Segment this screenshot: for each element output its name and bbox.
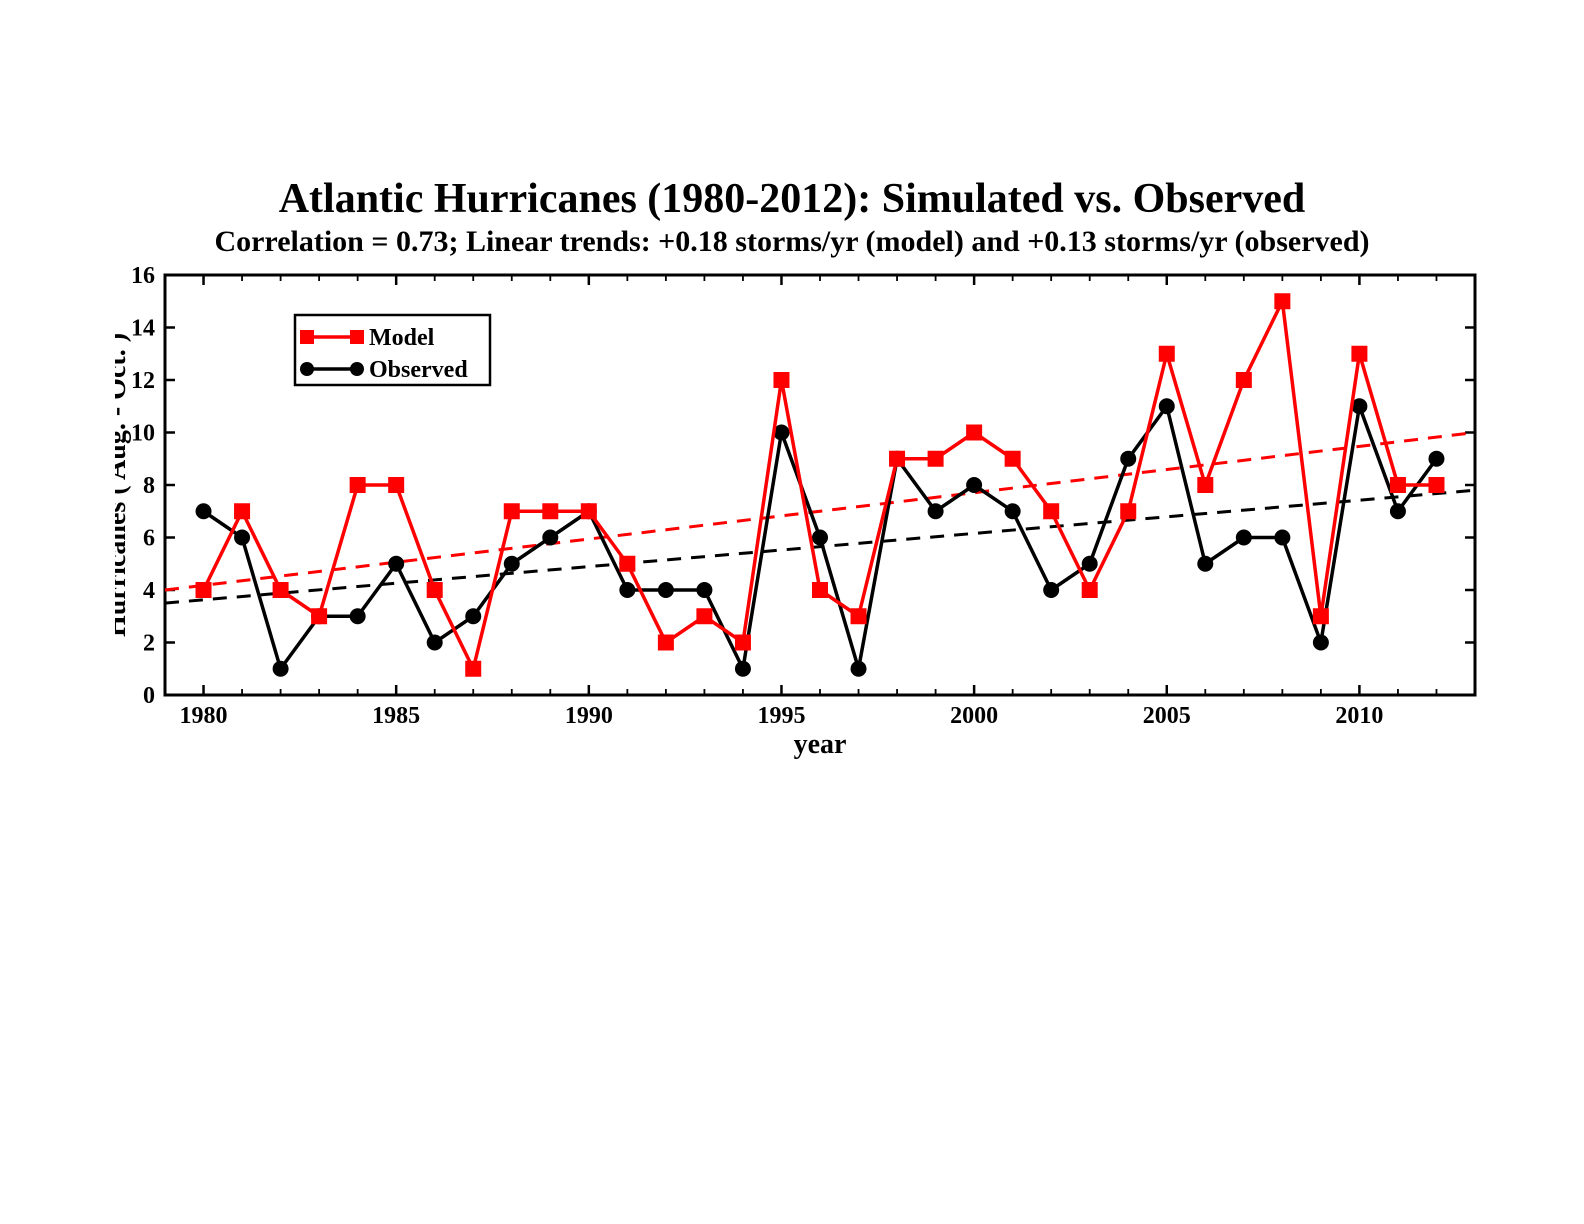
y-axis-label: Hurricanes ( Aug. - Oct. )	[115, 333, 132, 637]
circle-marker	[1236, 530, 1252, 546]
x-tick-label: 1990	[565, 703, 613, 729]
legend-label: Observed	[369, 357, 468, 383]
circle-marker	[234, 530, 250, 546]
square-marker	[658, 635, 674, 651]
chart-subtitle: Correlation = 0.73; Linear trends: +0.18…	[0, 225, 1584, 259]
circle-marker	[427, 635, 443, 651]
square-marker	[504, 503, 520, 519]
square-marker	[427, 582, 443, 598]
square-marker	[388, 477, 404, 493]
square-marker	[465, 661, 481, 677]
square-marker	[889, 451, 905, 467]
circle-marker	[658, 582, 674, 598]
x-tick-label: 1995	[757, 703, 805, 729]
legend: Model Observed	[295, 315, 490, 385]
circle-marker	[542, 530, 558, 546]
y-tick-label: 8	[143, 473, 155, 499]
square-marker	[812, 582, 828, 598]
square-marker	[1120, 503, 1136, 519]
square-marker	[1197, 477, 1213, 493]
y-tick-label: 12	[131, 368, 155, 394]
square-marker	[1390, 477, 1406, 493]
square-marker	[735, 635, 751, 651]
square-marker	[1274, 293, 1290, 309]
circle-marker	[1390, 503, 1406, 519]
circle-marker	[1005, 503, 1021, 519]
square-marker	[619, 556, 635, 572]
y-tick-label: 10	[131, 421, 155, 447]
square-marker	[350, 477, 366, 493]
square-marker	[966, 425, 982, 441]
circle-marker	[1274, 530, 1290, 546]
circle-marker	[1159, 398, 1175, 414]
y-tick-label: 4	[143, 578, 155, 604]
square-marker	[1005, 451, 1021, 467]
y-tick-label: 6	[143, 526, 155, 552]
square-marker	[1428, 477, 1444, 493]
square-marker	[773, 372, 789, 388]
circle-marker	[928, 503, 944, 519]
square-marker	[1043, 503, 1059, 519]
circle-marker	[388, 556, 404, 572]
x-tick-label: 2000	[950, 703, 998, 729]
circle-marker	[1428, 451, 1444, 467]
square-marker	[928, 451, 944, 467]
square-marker	[581, 503, 597, 519]
square-marker	[234, 503, 250, 519]
x-tick-label: 2010	[1335, 703, 1383, 729]
square-marker	[1313, 608, 1329, 624]
page: Atlantic Hurricanes (1980-2012): Simulat…	[0, 0, 1584, 1224]
legend-marker	[350, 330, 364, 344]
square-marker	[1351, 346, 1367, 362]
chart-container: 0 2 4 6 8 10 12 14 16 1980 1985 1990 1995 2000 2005 201…	[115, 260, 1515, 785]
circle-marker	[1313, 635, 1329, 651]
square-marker	[273, 582, 289, 598]
square-marker	[851, 608, 867, 624]
y-tick-label: 16	[131, 263, 155, 289]
circle-marker	[735, 661, 751, 677]
circle-marker	[696, 582, 712, 598]
y-tick-label: 14	[131, 316, 155, 342]
circle-marker	[966, 477, 982, 493]
legend-marker	[350, 362, 364, 376]
circle-marker	[465, 608, 481, 624]
circle-marker	[350, 608, 366, 624]
circle-marker	[812, 530, 828, 546]
circle-marker	[851, 661, 867, 677]
circle-marker	[273, 661, 289, 677]
circle-marker	[1082, 556, 1098, 572]
square-marker	[196, 582, 212, 598]
x-tick-label: 1985	[372, 703, 420, 729]
chart-title: Atlantic Hurricanes (1980-2012): Simulat…	[0, 175, 1584, 223]
square-marker	[1236, 372, 1252, 388]
square-marker	[1159, 346, 1175, 362]
circle-marker	[1120, 451, 1136, 467]
circle-marker	[1043, 582, 1059, 598]
square-marker	[1082, 582, 1098, 598]
square-marker	[311, 608, 327, 624]
legend-label: Model	[369, 325, 435, 351]
circle-marker	[196, 503, 212, 519]
hurricane-chart: 0 2 4 6 8 10 12 14 16 1980 1985 1990 1995 2000 2005 201…	[115, 260, 1515, 780]
circle-marker	[504, 556, 520, 572]
y-tick-label: 2	[143, 631, 155, 657]
square-marker	[696, 608, 712, 624]
square-marker	[542, 503, 558, 519]
y-tick-label: 0	[143, 683, 155, 709]
legend-marker	[300, 330, 314, 344]
x-tick-label: 2005	[1143, 703, 1191, 729]
x-axis-label: year	[794, 729, 847, 760]
x-tick-label: 1980	[180, 703, 228, 729]
circle-marker	[619, 582, 635, 598]
circle-marker	[1197, 556, 1213, 572]
legend-marker	[300, 362, 314, 376]
